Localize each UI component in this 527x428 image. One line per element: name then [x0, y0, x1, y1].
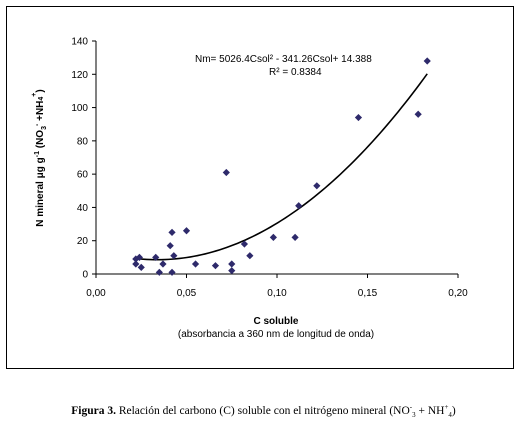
x-axis-subtitle: (absorbancia a 360 nm de longitud de ond… — [178, 329, 374, 340]
caption-text-end: ) — [451, 404, 456, 417]
data-point — [137, 263, 145, 271]
data-point — [132, 260, 140, 268]
data-points-layer — [132, 57, 431, 276]
data-point — [166, 242, 174, 250]
axes-layer: 0 20 40 60 80 100 120 140 0,00 0,05 0,10 0,15 0,20 — [71, 37, 468, 300]
caption-sup-ammonium: + — [444, 403, 449, 411]
y-title-superscript: -1 — [34, 151, 41, 157]
y-title-text: N mineral — [35, 178, 46, 226]
data-point — [269, 233, 277, 241]
caption-sub-ammonium: 4 — [448, 411, 452, 420]
data-point — [246, 252, 254, 260]
y-tick-label: 0 — [82, 270, 88, 281]
data-point — [222, 168, 230, 177]
y-title-micro: μ — [35, 172, 46, 178]
y-title-unit: g g — [35, 157, 46, 172]
data-point — [168, 268, 176, 276]
r-squared-label: R² = 0.8384 — [269, 67, 322, 78]
y-tick-label: 60 — [77, 170, 89, 181]
y-title-subscript: 4 — [38, 97, 45, 101]
data-point — [170, 252, 178, 260]
x-tick-label: 0,00 — [86, 288, 106, 299]
figure-caption: Figura 3. Relación del carbono (C) solub… — [0, 403, 527, 419]
data-point — [159, 260, 167, 268]
y-title-ammonium: +NH — [35, 101, 46, 124]
caption-text-before: Relación del carbono (C) soluble con el … — [115, 404, 410, 417]
data-point — [228, 260, 236, 268]
x-axis-title: C soluble — [253, 316, 298, 327]
x-tick-label: 0,20 — [448, 288, 468, 299]
y-axis-title: N mineral μg g-1 (NO3- +NH4+) — [31, 89, 48, 226]
trendline-equation: Nm= 5026.4Csol² - 341.26Csol+ 14.388 — [195, 54, 372, 65]
y-tick-label: 100 — [71, 103, 88, 114]
data-point — [168, 228, 176, 236]
y-title-superscript: + — [31, 93, 38, 97]
y-tick-label: 80 — [77, 136, 89, 147]
y-tick-label: 120 — [71, 70, 88, 81]
y-title-paren: ) — [35, 89, 46, 92]
y-title-nitrate: (NO — [35, 130, 46, 151]
data-point — [182, 227, 191, 235]
figure-frame — [6, 6, 514, 369]
x-tick-label: 0,05 — [177, 288, 197, 299]
data-point — [313, 182, 321, 190]
y-tick-label: 20 — [77, 236, 89, 247]
y-title-subscript: 3 — [41, 126, 48, 130]
caption-sub-nitrate: 3 — [412, 411, 416, 420]
data-point — [423, 57, 431, 65]
x-tick-label: 0,10 — [267, 288, 287, 299]
y-title-superscript: - — [34, 123, 41, 126]
data-point — [211, 262, 220, 270]
data-point — [228, 267, 236, 275]
trendline — [135, 73, 428, 261]
data-point — [354, 113, 363, 122]
data-point — [135, 253, 144, 261]
y-tick-label: 140 — [71, 37, 88, 48]
data-point — [191, 260, 200, 268]
scatter-chart: 0 20 40 60 80 100 120 140 0,00 0,05 0,10 0,15 0,20 N… — [31, 37, 468, 341]
data-point — [155, 268, 163, 276]
caption-sup-nitrate: - — [409, 403, 413, 411]
caption-figure-label: Figura 3. — [71, 404, 116, 417]
data-point — [414, 110, 422, 118]
data-point — [295, 202, 303, 210]
trendline-layer — [135, 73, 428, 261]
caption-text-mid: + NH — [415, 404, 445, 417]
x-tick-label: 0,15 — [358, 288, 378, 299]
data-point — [291, 233, 299, 241]
data-point — [240, 240, 249, 248]
labels-layer: Nm= 5026.4Csol² - 341.26Csol+ 14.388 R² … — [31, 54, 374, 340]
y-tick-label: 40 — [77, 203, 89, 214]
data-point — [152, 253, 160, 261]
